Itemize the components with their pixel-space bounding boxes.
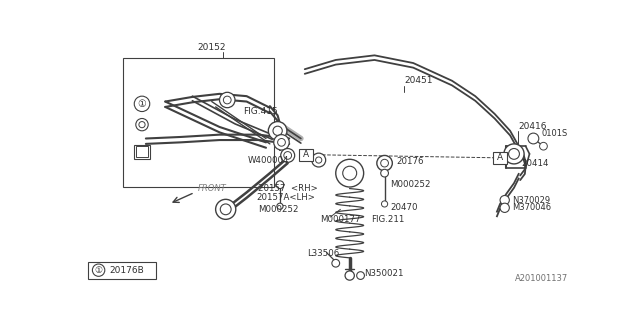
- Circle shape: [509, 148, 520, 159]
- Circle shape: [277, 203, 283, 209]
- Circle shape: [136, 118, 148, 131]
- Text: 20176: 20176: [396, 157, 424, 166]
- Bar: [134, 145, 150, 158]
- Circle shape: [220, 92, 235, 108]
- Text: M000252: M000252: [259, 205, 299, 214]
- Text: A: A: [497, 153, 503, 162]
- Text: 0101S: 0101S: [541, 129, 568, 138]
- Circle shape: [281, 148, 294, 162]
- Text: M000177: M000177: [320, 215, 361, 224]
- Text: L33506: L33506: [307, 250, 339, 259]
- Text: FRONT: FRONT: [198, 184, 227, 193]
- Circle shape: [528, 133, 539, 144]
- Text: W400004: W400004: [248, 156, 289, 164]
- Text: 20157A<LH>: 20157A<LH>: [256, 193, 315, 202]
- Circle shape: [139, 122, 145, 128]
- Text: M370046: M370046: [513, 203, 552, 212]
- Circle shape: [273, 126, 282, 135]
- Circle shape: [332, 260, 340, 267]
- Text: M000252: M000252: [390, 180, 431, 189]
- Text: 20414: 20414: [522, 159, 549, 168]
- Text: ①: ①: [138, 99, 147, 109]
- Circle shape: [381, 159, 388, 167]
- Text: A201001137: A201001137: [515, 274, 568, 283]
- Circle shape: [381, 169, 388, 177]
- Circle shape: [268, 122, 287, 140]
- Circle shape: [316, 157, 322, 163]
- Circle shape: [278, 139, 285, 146]
- Circle shape: [500, 196, 509, 205]
- Bar: [123, 58, 274, 187]
- Circle shape: [540, 142, 547, 150]
- Circle shape: [274, 135, 289, 150]
- Bar: [88, 262, 156, 279]
- Text: 20451: 20451: [404, 76, 433, 85]
- Text: 20416: 20416: [518, 123, 547, 132]
- Text: 20176B: 20176B: [109, 266, 144, 275]
- Circle shape: [220, 204, 231, 215]
- Circle shape: [284, 152, 292, 159]
- FancyBboxPatch shape: [298, 148, 312, 161]
- Circle shape: [134, 96, 150, 112]
- Circle shape: [343, 166, 356, 180]
- Circle shape: [312, 153, 326, 167]
- Text: 20470: 20470: [390, 203, 417, 212]
- Circle shape: [356, 272, 364, 279]
- Circle shape: [92, 264, 105, 276]
- Bar: [136, 146, 148, 157]
- Text: 20152: 20152: [198, 43, 227, 52]
- Circle shape: [336, 159, 364, 187]
- Text: 20157  <RH>: 20157 <RH>: [259, 184, 318, 193]
- Circle shape: [504, 144, 524, 164]
- FancyBboxPatch shape: [493, 152, 507, 164]
- Text: N350021: N350021: [364, 269, 404, 278]
- Text: ①: ①: [95, 266, 102, 275]
- Circle shape: [345, 271, 355, 280]
- Text: A: A: [303, 150, 308, 159]
- Text: FIG.415: FIG.415: [243, 107, 278, 116]
- Text: FIG.211: FIG.211: [371, 215, 404, 224]
- Circle shape: [381, 201, 388, 207]
- Circle shape: [276, 181, 284, 188]
- Circle shape: [377, 156, 392, 171]
- Circle shape: [500, 203, 509, 212]
- Circle shape: [223, 96, 231, 104]
- Text: N370029: N370029: [513, 196, 550, 204]
- Circle shape: [216, 199, 236, 219]
